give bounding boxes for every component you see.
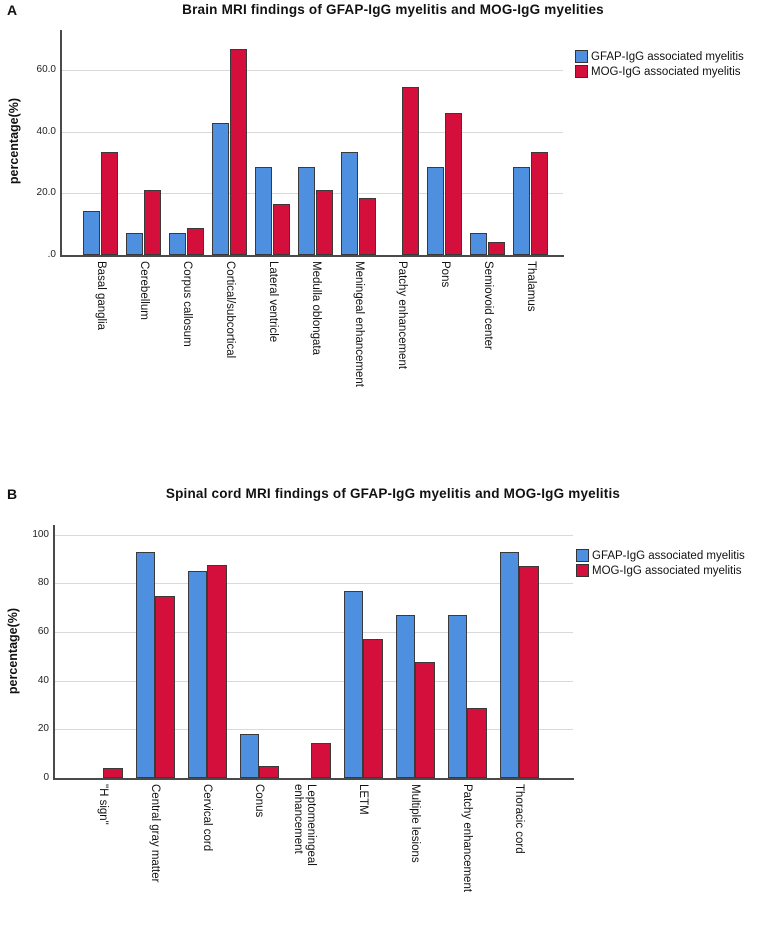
category-label: Corpus callosum [180,261,193,347]
x-axis-line [53,778,574,780]
category-label: Medulla oblongata [309,261,322,355]
gridline [53,534,573,536]
mog-bar [358,198,376,255]
mog-bar [467,708,487,778]
mog-bar [530,152,548,255]
panel-b-letter: B [7,486,18,502]
legend-item-gfap: GFAP-IgG associated myelitis [576,549,745,562]
category-label: Semiovoid center [481,261,494,350]
gfap-bar [187,571,207,778]
gfap-bar [343,590,363,778]
mog-bar [315,190,333,255]
category-label: Lateral ventricle [266,261,279,343]
gfap-bar [470,233,488,255]
category-label: Meningeal enhancement [352,261,365,387]
category-label: "H sign" [97,784,109,825]
category-label: Conus [253,784,265,818]
mog-legend-swatch [575,65,588,78]
mog-bar [100,152,118,255]
gfap-bar [126,233,144,255]
category-label: Central gray matter [149,784,161,883]
legend-item-mog: MOG-IgG associated myelitis [575,65,744,78]
category-label: Basal ganglia [94,261,107,331]
gfap-bar [212,122,230,255]
gfap-bar [239,734,259,778]
mog-bar [519,566,539,778]
gfap-bar [83,210,101,255]
mog-bar [186,228,204,255]
gfap-legend-label: GFAP-IgG associated myelitis [592,549,745,562]
mog-bar [143,190,161,255]
category-label: Cerebellum [137,261,150,320]
gridline [53,680,573,682]
panel-b-title: Spinal cord MRI findings of GFAP-IgG mye… [165,486,621,501]
gfap-bar [447,615,467,778]
mog-bar [444,113,462,255]
category-label: Patchy enhancement [461,784,473,893]
gfap-legend-swatch [576,549,589,562]
y-tick-label: 60.0 [36,64,56,76]
y-tick-label: .0 [47,249,56,260]
category-label: Leptomeningeal enhancement [292,784,318,866]
y-tick-label: 0 [43,772,49,783]
panel-a-title: Brain MRI findings of GFAP-IgG myelitis … [182,2,604,17]
gfap-legend-swatch [575,50,588,63]
mog-bar [401,87,419,255]
gridline [60,70,563,72]
mog-bar [155,595,175,778]
category-label: Cortical/subcortical [223,261,236,359]
mog-bar [487,241,505,255]
category-label: Pons [438,261,451,288]
gfap-bar [427,166,445,255]
y-tick-label: 40 [37,674,49,686]
panel-b-y-axis-title: percentage(%) [6,607,20,695]
category-label: Patchy enhancement [395,261,408,370]
y-tick-label: 100 [32,528,49,540]
mog-bar [311,743,331,778]
gridline [53,729,573,731]
mog-bar [363,639,383,778]
mog-legend-label: MOG-IgG associated myelitis [592,564,742,577]
gridline [60,131,563,133]
mog-legend-label: MOG-IgG associated myelitis [591,65,741,78]
gfap-bar [395,615,415,778]
gfap-bar [169,233,187,255]
panel-a-letter: A [7,2,18,18]
y-tick-label: 40.0 [36,125,56,137]
gridline [53,632,573,634]
legend-item-mog: MOG-IgG associated myelitis [576,564,745,577]
y-axis-line [60,30,62,256]
gfap-legend-label: GFAP-IgG associated myelitis [591,50,744,63]
category-label: Cervical cord [201,784,213,852]
category-label: Thalamus [524,261,537,312]
category-label: LETM [357,784,369,815]
y-axis-line [53,525,55,779]
panel-a-legend: GFAP-IgG associated myelitis MOG-IgG ass… [575,50,744,80]
mog-bar [207,565,227,778]
y-tick-label: 20 [37,723,49,735]
gridline [53,583,573,585]
x-axis-line [60,255,564,257]
gfap-bar [513,166,531,255]
gfap-bar [298,166,316,255]
mog-bar [229,49,247,255]
y-tick-label: 20.0 [36,187,56,199]
panel-a-y-axis-title: percentage(%) [7,97,21,185]
gfap-bar [255,166,273,255]
mog-bar [259,766,279,778]
gfap-bar [135,551,155,778]
mog-bar [272,203,290,255]
category-label: Multiple lesions [409,784,421,863]
mog-bar [415,662,435,778]
panel-b-legend: GFAP-IgG associated myelitis MOG-IgG ass… [576,549,745,579]
mog-bar [103,767,123,778]
y-tick-label: 80 [37,577,49,589]
mog-legend-swatch [576,564,589,577]
y-tick-label: 60 [37,626,49,638]
legend-item-gfap: GFAP-IgG associated myelitis [575,50,744,63]
gfap-bar [341,152,359,255]
gfap-bar [499,551,519,778]
category-label: Thoracic cord [513,784,525,854]
